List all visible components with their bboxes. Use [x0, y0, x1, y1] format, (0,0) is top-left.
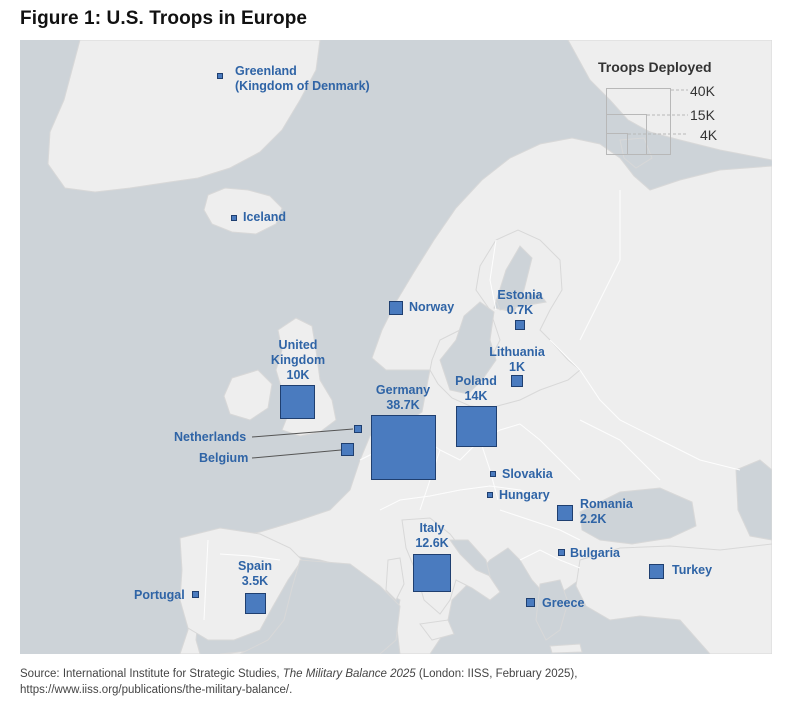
label-slovakia: Slovakia	[502, 467, 553, 481]
label-portugal: Portugal	[134, 588, 185, 602]
gulf-bothnia-shape	[493, 245, 533, 313]
marker-romania	[557, 505, 573, 521]
map: Troops Deployed 40K 15K 4K Greenland (Ki…	[20, 40, 772, 654]
marker-netherlands	[354, 425, 362, 433]
sardinia-shape	[385, 557, 405, 601]
figure-title: Figure 1: U.S. Troops in Europe	[20, 8, 308, 29]
leader-lines	[251, 428, 354, 459]
marker-bulgaria	[558, 549, 565, 556]
marker-spain	[245, 593, 266, 614]
label-poland: Poland 14K	[455, 374, 497, 403]
label-iceland: Iceland	[243, 210, 287, 224]
anatolia-shape	[575, 543, 772, 654]
label-turkey: Turkey	[672, 563, 713, 577]
label-spain: Spain 3.5K	[237, 559, 273, 588]
label-belgium: Belgium	[199, 451, 249, 465]
legend-value-4k: 4K	[700, 127, 718, 143]
aegean-shape	[535, 579, 569, 641]
greenland-shape	[47, 40, 321, 193]
marker-hungary	[487, 492, 493, 498]
source-note: Source: International Institute for Stra…	[20, 666, 760, 698]
source-publication: The Military Balance 2025	[282, 668, 416, 680]
label-greece: Greece	[542, 596, 585, 610]
iberia-shape	[179, 527, 303, 641]
marker-united-kingdom	[280, 385, 315, 419]
source-prefix: Source: International Institute for Stra…	[20, 668, 283, 680]
label-italy: Italy 12.6K	[415, 521, 449, 550]
marker-turkey	[649, 564, 664, 579]
black-sea-shape	[579, 487, 697, 545]
label-romania: Romania 2.2K	[580, 497, 633, 526]
label-germany: Germany 38.7K	[375, 383, 431, 412]
marker-greenland	[217, 73, 223, 79]
iceland-shape	[203, 187, 283, 235]
marker-lithuania	[511, 375, 523, 387]
adriatic-shape	[449, 539, 491, 577]
sicily-shape	[419, 619, 455, 641]
legend-graphic	[606, 88, 688, 155]
marker-slovakia	[490, 471, 496, 477]
label-hungary: Hungary	[499, 488, 550, 502]
label-bulgaria: Bulgaria	[570, 546, 621, 560]
marker-portugal	[192, 591, 199, 598]
ireland-shape	[223, 369, 273, 421]
marker-iceland	[231, 215, 237, 221]
marker-poland	[456, 406, 497, 447]
legend-value-40k: 40K	[690, 83, 715, 99]
label-estonia: Estonia 0.7K	[497, 288, 543, 317]
label-lithuania: Lithuania 1K	[489, 345, 545, 374]
gulf-finland-shape	[495, 293, 547, 311]
marker-greece	[526, 598, 535, 607]
label-norway: Norway	[409, 300, 455, 314]
label-united-kingdom: United Kingdom 10K	[270, 338, 326, 382]
marker-estonia	[515, 320, 525, 330]
baltic-sea-shape	[439, 301, 497, 395]
legend-value-15k: 15K	[690, 107, 715, 123]
marker-italy	[413, 554, 451, 592]
marker-belgium	[341, 443, 354, 456]
source-suffix: (London: IISS, February 2025), https://w…	[20, 668, 578, 696]
legend-title: Troops Deployed	[598, 59, 712, 75]
mediterranean-shape	[239, 559, 401, 654]
caspian-sea-shape	[735, 459, 772, 541]
crete-shape	[549, 643, 583, 654]
label-netherlands: Netherlands	[174, 430, 247, 444]
marker-germany	[371, 415, 436, 480]
label-greenland: Greenland (Kingdom of Denmark)	[235, 64, 370, 93]
marker-norway	[389, 301, 403, 315]
legend-square-4k	[606, 133, 628, 155]
